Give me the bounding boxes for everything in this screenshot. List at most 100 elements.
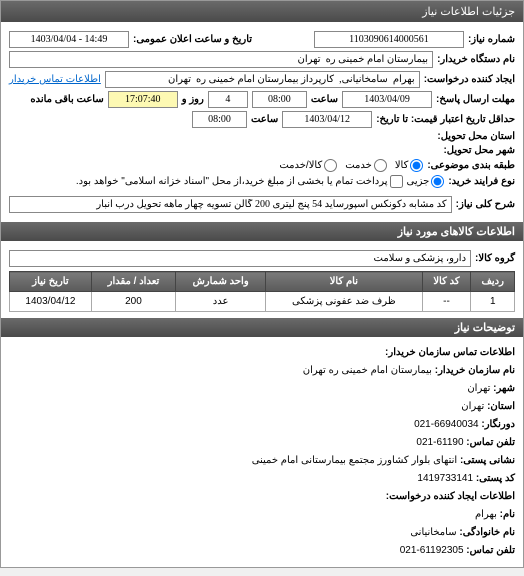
radio-goods-label: کالا — [395, 160, 409, 171]
announce-input[interactable] — [9, 31, 129, 48]
phone: 61190-021 — [416, 437, 463, 448]
desc-input[interactable] — [9, 196, 452, 213]
contact-link[interactable]: اطلاعات تماس خریدار — [9, 74, 101, 85]
radio-partial-input[interactable] — [431, 175, 444, 188]
contact-section: اطلاعات تماس سازمان خریدار: نام سازمان خ… — [1, 337, 523, 567]
desc-label: شرح کلی نیاز: — [456, 199, 515, 210]
chk-input[interactable] — [390, 175, 403, 188]
th-2: نام کالا — [266, 272, 422, 292]
row-delivery-city: شهر محل تحویل: — [9, 145, 515, 156]
lastname-label: نام خانوادگی: — [459, 527, 515, 538]
th-0: ردیف — [471, 272, 515, 292]
time-label-2: ساعت — [251, 114, 278, 125]
th-3: واحد شمارش — [176, 272, 266, 292]
row-buytype: نوع فرایند خرید: جزیی پرداخت تمام یا بخش… — [9, 175, 515, 188]
chk-note[interactable]: پرداخت تمام یا بخشی از مبلغ خرید،از محل … — [76, 175, 403, 188]
fax-label: دورنگار: — [481, 419, 515, 430]
radio-service[interactable]: خدمت — [345, 159, 387, 172]
partial-note: پرداخت تمام یا بخشی از مبلغ خرید،از محل … — [76, 176, 388, 187]
request-no-input[interactable] — [314, 31, 464, 48]
request-no-label: شماره نیاز: — [468, 34, 515, 45]
radio-partial[interactable]: جزیی — [407, 175, 445, 188]
group-label: گروه کالا: — [475, 253, 515, 264]
time-label-1: ساعت — [311, 94, 338, 105]
delivery-city-label: شهر محل تحویل: — [443, 145, 515, 156]
remaining-time[interactable] — [108, 91, 178, 108]
row-validity: حداقل تاریخ اعتبار قیمت: تا تاریخ: ساعت — [9, 111, 515, 128]
th-4: تعداد / مقدار — [91, 272, 175, 292]
deadline-time[interactable] — [252, 91, 307, 108]
state-label: استان: — [487, 401, 515, 412]
fax: 66940034-021 — [414, 419, 479, 430]
postal-addr-label: نشانی پستی: — [460, 455, 515, 466]
td-4: 200 — [91, 292, 175, 312]
buytype-label: نوع فرایند خرید: — [448, 176, 515, 187]
row-creator: ایجاد کننده درخواست: اطلاعات تماس خریدار — [9, 71, 515, 88]
org: بیمارستان امام خمینی ره تهران — [303, 365, 432, 376]
radio-partial-label: جزیی — [407, 176, 430, 187]
buyer-label: نام دستگاه خریدار: — [437, 54, 515, 65]
table-header-row: ردیف کد کالا نام کالا واحد شمارش تعداد /… — [10, 272, 515, 292]
row-category: طبقه بندی موضوعی: کالا خدمت کالا/خدمت — [9, 159, 515, 172]
creator-label: ایجاد کننده درخواست: — [424, 74, 515, 85]
category-radios: کالا خدمت کالا/خدمت — [279, 159, 423, 172]
creator-input[interactable] — [105, 71, 420, 88]
announce-label: تاریخ و ساعت اعلان عمومی: — [133, 34, 252, 45]
contact-header: اطلاعات تماس سازمان خریدار: — [385, 347, 515, 358]
org-label: نام سازمان خریدار: — [435, 365, 515, 376]
row-desc: شرح کلی نیاز: — [9, 196, 515, 213]
th-1: کد کالا — [422, 272, 471, 292]
panel-body: شماره نیاز: تاریخ و ساعت اعلان عمومی: نا… — [1, 22, 523, 222]
row-buyer: نام دستگاه خریدار: — [9, 51, 515, 68]
days-value[interactable] — [208, 91, 248, 108]
phone-label: تلفن تماس: — [466, 437, 515, 448]
td-5: 1403/04/12 — [10, 292, 92, 312]
row-request-no: شماره نیاز: تاریخ و ساعت اعلان عمومی: — [9, 31, 515, 48]
remaining-label: ساعت باقی مانده — [30, 94, 103, 105]
items-table: ردیف کد کالا نام کالا واحد شمارش تعداد /… — [9, 271, 515, 312]
validity-time[interactable] — [192, 111, 247, 128]
validity-date[interactable] — [282, 111, 372, 128]
table-row: 1 -- ظرف ضد عفونی پزشکی عدد 200 1403/04/… — [10, 292, 515, 312]
radio-service-input[interactable] — [374, 159, 387, 172]
group-input[interactable] — [9, 250, 471, 267]
validity-label: حداقل تاریخ اعتبار قیمت: تا تاریخ: — [376, 114, 515, 125]
radio-service-label: خدمت — [345, 160, 372, 171]
postal-code: 1419733141 — [417, 473, 473, 484]
radio-goods-input[interactable] — [410, 159, 423, 172]
td-2: ظرف ضد عفونی پزشکی — [266, 292, 422, 312]
radio-goods[interactable]: کالا — [395, 159, 424, 172]
td-3: عدد — [176, 292, 266, 312]
row-group: گروه کالا: — [9, 250, 515, 267]
deadline-date[interactable] — [342, 91, 432, 108]
state: تهران — [461, 401, 484, 412]
name-val: بهرام — [475, 509, 497, 520]
requester-header: اطلاعات ایجاد کننده درخواست: — [386, 491, 515, 502]
items-header: اطلاعات کالاهای مورد نیاز — [1, 222, 523, 241]
deadline-label: مهلت ارسال پاسخ: — [436, 94, 515, 105]
td-1: -- — [422, 292, 471, 312]
radio-gs-label: کالا/خدمت — [279, 160, 322, 171]
lastname: سامخانیانی — [410, 527, 456, 538]
radio-goods-service[interactable]: کالا/خدمت — [279, 159, 337, 172]
th-5: تاریخ نیاز — [10, 272, 92, 292]
delivery-state-label: استان محل تحویل: — [437, 131, 515, 142]
radio-gs-input[interactable] — [324, 159, 337, 172]
category-label: طبقه بندی موضوعی: — [427, 160, 515, 171]
row-deadline: مهلت ارسال پاسخ: ساعت روز و ساعت باقی ما… — [9, 91, 515, 108]
buyer-input[interactable] — [9, 51, 433, 68]
city-label: شهر: — [493, 383, 515, 394]
req-phone-label: تلفن تماس: — [466, 545, 515, 556]
name-label: نام: — [500, 509, 515, 520]
panel-title: جزئیات اطلاعات نیاز — [1, 1, 523, 22]
days-label: روز و — [182, 94, 204, 105]
postal-code-label: کد پستی: — [476, 473, 515, 484]
main-panel: جزئیات اطلاعات نیاز شماره نیاز: تاریخ و … — [0, 0, 524, 568]
req-phone: 61192305-021 — [400, 545, 464, 556]
city: تهران — [467, 383, 490, 394]
notes-header: توضیحات نیاز — [1, 318, 523, 337]
items-body: گروه کالا: ردیف کد کالا نام کالا واحد شم… — [1, 241, 523, 318]
td-0: 1 — [471, 292, 515, 312]
postal-addr: انتهای بلوار کشاورز مجتمع بیمارستانی اما… — [252, 455, 457, 466]
row-delivery-state: استان محل تحویل: — [9, 131, 515, 142]
